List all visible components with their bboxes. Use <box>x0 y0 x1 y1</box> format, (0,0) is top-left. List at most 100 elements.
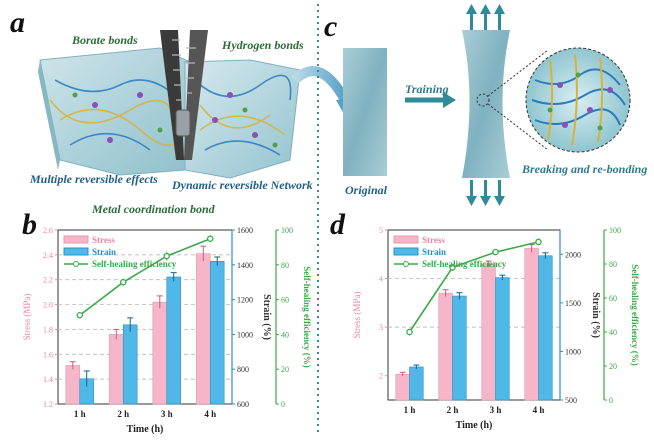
mid-tick-label-b: 1600 <box>237 226 253 235</box>
panel-letter-c: c <box>324 10 338 43</box>
legend-marker-efficiency-d <box>403 261 409 267</box>
strain-bar-b <box>166 276 181 405</box>
label-original: Original <box>345 183 388 197</box>
strain-bar-d <box>452 295 467 401</box>
stress-bar-d <box>481 263 496 401</box>
panel-letter-a: a <box>10 6 25 39</box>
x-tick-label-d: 3 h <box>490 405 502 415</box>
legend-label-efficiency-d: Self-healing efficiency <box>422 259 507 269</box>
right-tick-label-b: 60 <box>281 296 289 305</box>
mid-tick-label-d: 2000 <box>565 250 581 259</box>
left-tick-label-b: 2.2 <box>43 276 53 285</box>
left-axis-label-b: Stress (MPa) <box>22 294 32 341</box>
right-tick-label-b: 0 <box>281 400 285 409</box>
mid-tick-label-d: 500 <box>565 396 577 405</box>
legend-swatch-stress-b <box>63 235 89 244</box>
x-tick-label-d: 4 h <box>533 405 545 415</box>
left-tick-label-b: 1.6 <box>43 350 53 359</box>
curved-arrow <box>291 66 350 103</box>
label-borate-bonds: Borate bonds <box>72 33 138 47</box>
stress-bar-d <box>438 292 453 401</box>
mid-tick-label-d: 1500 <box>565 299 581 308</box>
legend-label-stress-b: Stress <box>92 235 115 245</box>
strain-bar-b <box>122 324 138 405</box>
right-tick-label-b: 100 <box>281 226 293 235</box>
legend-swatch-strain-b <box>63 247 89 256</box>
mid-axis-label-d: Strain (%) <box>590 292 601 338</box>
tension-arrows-top <box>466 4 505 30</box>
gel-block-right <box>184 59 301 179</box>
mid-tick-label-b: 600 <box>237 400 249 409</box>
x-tick-label-d: 2 h <box>447 405 459 415</box>
stress-bar-b <box>109 334 124 405</box>
left-tick-label-b: 1.4 <box>43 375 53 384</box>
efficiency-line-d <box>408 241 539 333</box>
right-axis-label-d: Self-healing efficiency (%) <box>630 264 640 365</box>
left-tick-label-d: 3 <box>379 323 383 332</box>
right-tick-label-d: 40 <box>609 328 617 337</box>
efficiency-point-d <box>449 264 456 271</box>
left-tick-label-b: 1.2 <box>43 400 53 409</box>
efficiency-point-d <box>535 238 542 246</box>
left-tick-label-b: 2.4 <box>43 251 53 260</box>
stress-bar-b <box>152 301 168 405</box>
legend-swatch-strain-d <box>393 247 419 256</box>
x-tick-label-b: 3 h <box>161 409 173 419</box>
efficiency-point-d <box>492 248 499 256</box>
x-tick-label-b: 4 h <box>204 409 216 419</box>
x-tick-label-d: 1 h <box>404 405 416 415</box>
label-breaking-rebonding: Breaking and re-bonding <box>522 162 648 176</box>
efficiency-point-b <box>76 312 84 319</box>
right-tick-label-d: 80 <box>609 260 617 269</box>
legend-label-efficiency-b: Self-healing efficiency <box>92 259 177 269</box>
efficiency-point-d <box>406 328 413 336</box>
panel-divider <box>317 4 319 436</box>
x-axis-label-d: Time (h) <box>456 420 493 431</box>
efficiency-point-b <box>120 278 127 286</box>
x-tick-label-b: 2 h <box>117 409 129 419</box>
legend-swatch-stress-d <box>393 235 419 244</box>
mid-tick-label-b: 1000 <box>237 330 253 339</box>
left-axis-label-d: Stress (MPa) <box>352 292 362 339</box>
stress-bar-d <box>395 373 410 401</box>
tension-arrows-bottom <box>466 180 505 206</box>
panel-letter-d: d <box>330 208 345 241</box>
left-tick-label-b: 1.8 <box>43 325 53 334</box>
mid-tick-label-d: 1000 <box>565 347 581 356</box>
legend-marker-efficiency-b <box>73 261 79 267</box>
efficiency-point-b <box>163 252 170 260</box>
mid-tick-label-b: 1200 <box>237 296 253 305</box>
original-sample <box>343 48 387 176</box>
right-axis-label-b: Self-healing efficiency (%) <box>302 266 312 367</box>
right-tick-label-d: 0 <box>609 396 613 405</box>
legend-label-strain-b: Strain <box>92 247 116 257</box>
efficiency-point-b <box>206 235 214 242</box>
left-tick-label-b: 2.0 <box>43 301 53 310</box>
stress-bar-b <box>196 253 211 405</box>
strain-bar-d <box>409 366 424 401</box>
stress-bar-d <box>524 248 539 401</box>
label-dynamic-network: Dynamic reversible Network <box>172 178 313 192</box>
stretched-sample <box>462 30 510 178</box>
mid-tick-label-b: 800 <box>237 365 249 374</box>
right-tick-label-d: 20 <box>609 362 617 371</box>
strain-bar-d <box>538 255 553 401</box>
strain-bar-d <box>495 277 510 401</box>
label-training: Training <box>405 82 449 96</box>
right-tick-label-b: 20 <box>281 365 289 374</box>
left-tick-label-d: 4 <box>379 275 383 284</box>
legend-label-stress-d: Stress <box>422 235 445 245</box>
right-tick-label-b: 40 <box>281 330 289 339</box>
x-tick-label-b: 1 h <box>74 409 86 419</box>
x-axis-label-b: Time (h) <box>127 424 164 435</box>
right-tick-label-d: 60 <box>609 294 617 303</box>
mid-axis-label-b: Strain (%) <box>261 294 272 340</box>
left-tick-label-b: 2.6 <box>43 226 53 235</box>
left-tick-label-d: 5 <box>379 226 383 235</box>
efficiency-line-b <box>79 237 211 316</box>
label-hydrogen-bonds: Hydrogen bonds <box>222 38 304 52</box>
mid-tick-label-b: 1400 <box>237 261 253 270</box>
legend-label-strain-d: Strain <box>422 247 446 257</box>
